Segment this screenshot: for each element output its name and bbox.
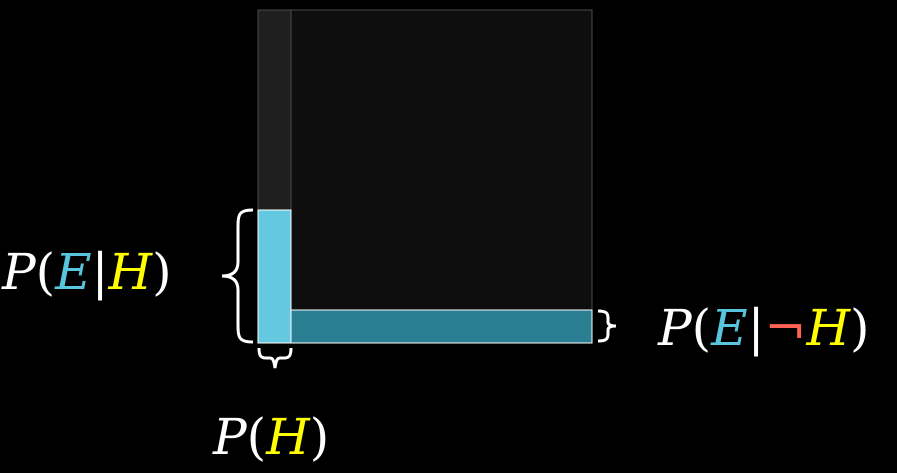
label-e-given-h-h: H — [108, 243, 153, 301]
label-h-h: H — [266, 408, 310, 466]
label-e-given-not-h-p: P — [658, 299, 692, 357]
label-e-given-h-bar: | — [91, 243, 109, 301]
e-given-h-region — [257, 209, 292, 344]
label-e-given-h: P(E|H) — [2, 247, 172, 297]
label-h-close: ) — [309, 408, 330, 466]
label-e-given-not-h-not: ¬ — [764, 299, 807, 357]
label-e-given-not-h-h: H — [806, 299, 851, 357]
label-e-given-h-close: ) — [152, 243, 172, 301]
label-e-given-not-h: P(E|¬H) — [658, 303, 870, 353]
label-e-given-not-h-bar: | — [747, 299, 765, 357]
label-e-given-not-h-close: ) — [850, 299, 870, 357]
label-h: P(H) — [213, 412, 329, 462]
h-brace — [257, 347, 293, 369]
label-e-given-not-h-e: E — [711, 299, 748, 357]
label-e-given-h-e: E — [55, 243, 92, 301]
label-h-open: ( — [246, 408, 267, 466]
label-e-given-not-h-open: ( — [691, 299, 712, 357]
label-h-p: P — [213, 408, 247, 466]
e-given-h-brace — [221, 208, 254, 344]
e-given-not-h-region — [290, 309, 593, 344]
label-e-given-h-open: ( — [35, 243, 56, 301]
e-given-not-h-brace — [597, 309, 617, 343]
sample-space-square — [257, 9, 593, 344]
label-e-given-h-p: P — [2, 243, 36, 301]
